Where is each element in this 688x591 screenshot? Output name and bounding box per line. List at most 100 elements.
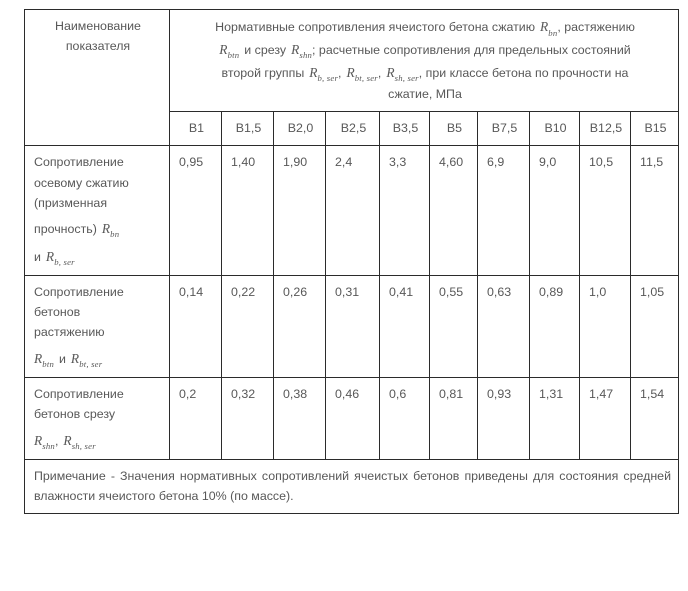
cell-r1-c3: 0,31 [325,275,380,379]
indicator-name-line-2: показателя [65,39,131,54]
row-1-label-line-0: Сопротивление [34,285,124,300]
row-2-label-line-0: Сопротивление [34,387,124,402]
description-text-1b: , растяжению [557,20,635,34]
description-line-3: второй группы Rb, ser, Rbt, ser, Rsh, ser, … [179,62,671,85]
table-footnote-row: Примечание - Значения нормативных сопрот… [24,459,679,515]
concrete-strength-table: Наименование показателя Нормативные сопр… [24,8,679,515]
formula-rshser-base: R [386,64,395,80]
table-row: Сопротивление бетонов растяжению Rbtn и Rb… [24,275,679,379]
cell-r2-c2: 0,38 [273,377,326,461]
description-text-1a: Нормативные сопротивления ячеистого бето… [215,20,535,34]
row-2-formula-2: Rsh, ser [63,432,96,452]
description-text-3a: второй группы [221,65,305,80]
cell-r1-c7: 0,89 [529,275,580,379]
row-0-label-math-line: прочность) Rbn [34,218,162,241]
row-0-formula-2: Rb, ser [45,248,75,268]
header-row-main: Наименование показателя Нормативные сопр… [24,8,679,147]
class-header-b5: B5 [429,111,478,147]
description-text-3b: , при классе бетона по прочности на [418,65,629,80]
class-header-b15: B15 [630,111,679,147]
cell-r0-c8: 10,5 [579,145,631,277]
row-1-formula-2: Rbt, ser [70,350,103,370]
cell-r0-c3: 2,4 [325,145,380,277]
cell-r1-c0: 0,14 [169,275,222,379]
row-2-formula-2-base: R [63,432,72,448]
formula-rshser-subscript: sh, ser [394,73,419,84]
class-header-b1-5: B1,5 [221,111,274,147]
cell-r0-c4: 3,3 [379,145,430,277]
cell-r1-c6: 0,63 [477,275,530,379]
class-header-b2-0: B2,0 [273,111,326,147]
table-row: Сопротивление бетонов срезу Rshn, Rsh, se… [24,377,679,461]
cell-r0-c2: 1,90 [273,145,326,277]
row-1-formula-1-subscript: btn [42,359,54,370]
row-0-formula-1-base: R [101,220,111,236]
row-0-label-tail-line: и Rb, ser [34,246,162,269]
formula-rbser: Rb, ser [309,64,339,84]
cell-r2-c4: 0,6 [379,377,430,461]
cell-r2-c9: 1,54 [630,377,679,461]
row-2-formula-1-base: R [34,432,43,448]
row-0-label-math-text: прочность) [34,221,97,236]
cell-r2-c8: 1,47 [579,377,631,461]
formula-rshn-base: R [291,41,300,57]
formula-rbtn-subscript: btn [227,50,240,61]
row-2-formula-1: Rshn [34,432,55,452]
formula-rbn-base: R [540,19,549,34]
row-0-formula-2-base: R [45,248,55,264]
description-comma-1: , [338,65,342,80]
formula-rbser-base: R [309,64,318,80]
cell-r2-c6: 0,93 [477,377,530,461]
indicator-name-line-1: Наименование [55,19,141,33]
class-header-b2-5: B2,5 [325,111,380,147]
description-line-1: Нормативные сопротивления ячеистого бето… [179,16,671,39]
class-header-b12-5: B12,5 [579,111,631,147]
row-2-formula-2-subscript: sh, ser [71,441,96,452]
description-comma-2: , [377,65,382,80]
row-1-label-line-1: бетонов [34,305,81,320]
row-1-formula-1: Rbtn [34,350,54,370]
row-2-label-math-line: Rshn, Rsh, ser [34,430,162,453]
row-1-label-tail: и [58,351,66,366]
cell-r2-c7: 1,31 [529,377,580,461]
row-label-shear: Сопротивление бетонов срезу Rshn, Rsh, se… [24,377,170,461]
cell-r0-c1: 1,40 [221,145,274,277]
row-2-formula-1-subscript: shn [42,441,55,452]
formula-rbtser: Rbt, ser [346,65,378,84]
cell-r2-c0: 0,2 [169,377,222,461]
row-1-formula-1-base: R [34,350,43,366]
formula-rbtn: Rbtn [219,41,240,61]
row-0-label-line-1: осевому сжатию [34,175,129,190]
description-text-2b: ; расчетные сопротивления для предельных… [312,42,631,57]
class-header-b3-5: B3,5 [379,111,430,147]
description-line-4: сжатие, МПа [388,87,462,102]
formula-rbn-subscript: bn [548,27,558,38]
cell-r1-c9: 1,05 [630,275,679,379]
row-1-formula-2-base: R [70,350,80,366]
formula-rbtser-subscript: bt, ser [354,73,378,84]
cell-r0-c5: 4,60 [429,145,478,277]
formula-rshser: Rsh, ser [386,64,419,84]
header-cell-description: Нормативные сопротивления ячеистого бето… [169,8,679,113]
row-2-label-tail: , [54,433,59,448]
class-header-b7-5: B7,5 [477,111,530,147]
formula-rbser-subscript: b, ser [317,73,339,84]
formula-rshn: Rshn [291,41,312,61]
formula-rbtn-base: R [219,41,228,57]
cell-r1-c8: 1,0 [579,275,631,379]
row-1-label-line-2: растяжению [34,325,105,340]
cell-r2-c5: 0,81 [429,377,478,461]
cell-r1-c5: 0,55 [429,275,478,379]
class-header-b10: B10 [529,111,580,147]
cell-r1-c2: 0,26 [273,275,326,379]
formula-rbn: Rbn [540,19,557,38]
cell-r0-c0: 0,95 [169,145,222,277]
header-cell-indicator-name: Наименование показателя [24,8,170,147]
row-2-label-line-1: бетонов срезу [34,407,116,422]
cell-r2-c1: 0,32 [221,377,274,461]
row-0-label-tail: и [34,249,41,264]
row-1-formula-2-subscript: bt, ser [79,359,103,370]
row-label-tension: Сопротивление бетонов растяжению Rbtn и Rb… [24,275,170,379]
cell-r1-c4: 0,41 [379,275,430,379]
